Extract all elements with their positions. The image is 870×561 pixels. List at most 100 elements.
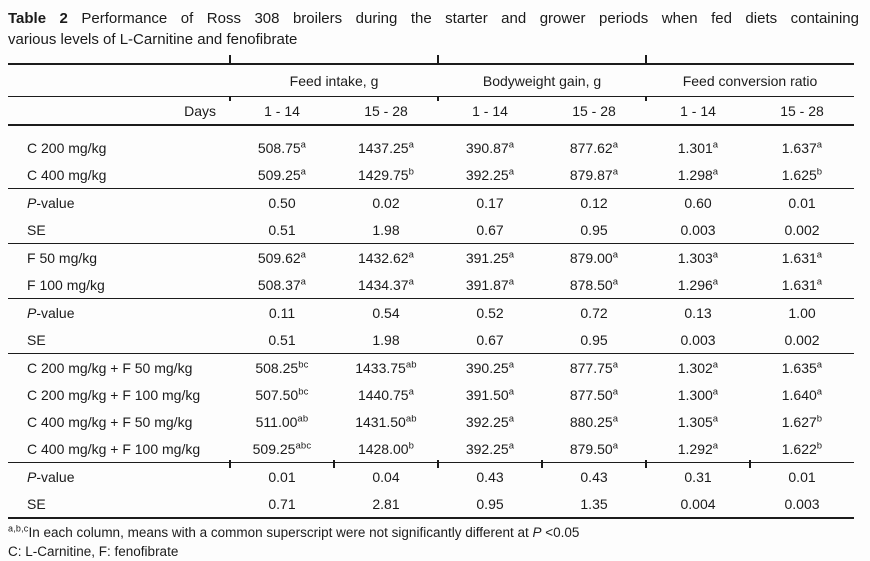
treatment-row: C 200 mg/kg + F 100 mg/kg 507.50bc 1440.75… bbox=[8, 381, 854, 408]
superscript: a bbox=[712, 439, 719, 451]
value-cell: 0.12 bbox=[542, 188, 647, 216]
superscript: a bbox=[508, 138, 515, 150]
caption-line-1: Table 2 Performance of Ross 308 broilers… bbox=[8, 8, 859, 29]
value-cell: 877.75a bbox=[542, 353, 647, 381]
value-cell: 1433.75ab bbox=[334, 353, 439, 381]
value-cell: 0.01 bbox=[750, 188, 855, 216]
value-cell: 877.62a bbox=[569, 138, 619, 156]
value-cell: 1.303a bbox=[646, 243, 751, 271]
superscript: a bbox=[508, 248, 515, 260]
superscript: a bbox=[712, 358, 719, 370]
superscript: ab bbox=[405, 412, 417, 424]
superscript: a bbox=[712, 165, 719, 177]
period-header: 1 - 14 bbox=[645, 95, 751, 126]
value-cell: 1.302a bbox=[646, 353, 751, 381]
period-header: 15 - 28 bbox=[750, 96, 855, 126]
value-cell: 392.25a bbox=[465, 439, 515, 457]
footnote-italic-p: P bbox=[532, 525, 542, 540]
treatment-row: C 200 mg/kg + F 50 mg/kg 508.25bc 1433.75a… bbox=[8, 353, 855, 381]
value-cell: 0.95 bbox=[580, 221, 608, 238]
superscript: a bbox=[816, 385, 823, 397]
period-header: 1 - 14 bbox=[229, 95, 334, 126]
stats-row: P-value 0.11 0.54 0.52 0.72 0.13 1.00 bbox=[8, 298, 855, 326]
empty-stub-header bbox=[8, 64, 230, 97]
period-header: 1 - 14 bbox=[437, 95, 543, 126]
value-cell: 1.296a bbox=[677, 275, 719, 293]
value-cell: 0.43 bbox=[541, 460, 647, 490]
value-cell: 0.003 bbox=[680, 221, 716, 238]
superscript: ab bbox=[405, 358, 417, 370]
col-group-feed-conversion-ratio: Feed conversion ratio bbox=[645, 54, 855, 97]
value-cell: 2.81 bbox=[372, 495, 400, 512]
value-cell: 878.50a bbox=[569, 275, 619, 293]
value-cell: 0.67 bbox=[476, 221, 504, 238]
value-cell: 1432.62a bbox=[334, 243, 439, 271]
value-cell: 1.640a bbox=[781, 385, 823, 403]
value-cell: 0.004 bbox=[680, 495, 716, 512]
superscript: a bbox=[712, 275, 719, 287]
superscript: a bbox=[300, 248, 307, 260]
stats-label: P-value bbox=[8, 298, 230, 326]
superscript: a bbox=[508, 165, 515, 177]
value-cell: 0.60 bbox=[646, 188, 751, 216]
value-cell: 0.002 bbox=[784, 221, 820, 238]
value-cell: 877.50a bbox=[569, 385, 619, 403]
superscript: b bbox=[408, 165, 415, 177]
stats-label-italic: P bbox=[27, 194, 37, 211]
treatment-label: C 400 mg/kg + F 100 mg/kg bbox=[27, 440, 201, 457]
superscript: a bbox=[612, 358, 619, 370]
value-cell: 1.98 bbox=[372, 331, 400, 348]
superscript: a bbox=[712, 385, 719, 397]
value-cell: 390.87a bbox=[465, 138, 515, 156]
treatment-label: C 200 mg/kg + F 100 mg/kg bbox=[27, 386, 201, 403]
caption-text: Performance of Ross 308 broilers during … bbox=[81, 10, 859, 27]
value-cell: 1.292a bbox=[677, 439, 719, 457]
superscript: a bbox=[408, 385, 415, 397]
value-cell: 1.625b bbox=[781, 165, 823, 183]
value-cell: 0.54 bbox=[334, 298, 439, 326]
superscript: a bbox=[612, 165, 619, 177]
value-cell: 1.622b bbox=[781, 439, 823, 457]
superscript: a bbox=[612, 439, 619, 451]
superscript: a bbox=[612, 138, 619, 150]
superscript: b bbox=[816, 412, 823, 424]
value-cell: 508.37a bbox=[257, 275, 307, 293]
superscript: a bbox=[508, 358, 515, 370]
stats-label: SE bbox=[27, 331, 46, 348]
footnote-superscript: a,b,c bbox=[8, 523, 29, 534]
value-cell: 880.25a bbox=[569, 412, 619, 430]
value-cell: 0.71 bbox=[268, 495, 296, 512]
superscript: a bbox=[508, 412, 515, 424]
value-cell: 1.631a bbox=[781, 275, 823, 293]
value-cell: 1434.37a bbox=[357, 275, 415, 293]
caption-line-2: various levels of L-Carnitine and fenofi… bbox=[8, 31, 298, 48]
value-cell: 1.298a bbox=[677, 165, 719, 183]
value-cell: 1.305a bbox=[677, 412, 719, 430]
superscript: a bbox=[300, 138, 307, 150]
superscript: a bbox=[816, 358, 823, 370]
treatment-label: F 50 mg/kg bbox=[8, 243, 230, 271]
treatment-label: C 400 mg/kg + F 50 mg/kg bbox=[27, 413, 193, 430]
stats-label: SE bbox=[27, 495, 46, 512]
value-cell: 1437.25a bbox=[357, 138, 415, 156]
value-cell: 0.95 bbox=[580, 331, 608, 348]
value-cell: 0.003 bbox=[680, 331, 716, 348]
value-cell: 0.17 bbox=[438, 188, 543, 216]
superscript: a bbox=[508, 439, 515, 451]
superscript: a bbox=[612, 412, 619, 424]
superscript: a bbox=[712, 138, 719, 150]
treatment-label: F 100 mg/kg bbox=[27, 276, 105, 293]
period-header: 15 - 28 bbox=[542, 96, 647, 126]
treatment-label: C 400 mg/kg bbox=[27, 166, 107, 183]
value-cell: 1.301a bbox=[677, 138, 719, 156]
superscript: a bbox=[612, 385, 619, 397]
footnote-abbreviations: C: L-Carnitine, F: fenofibrate bbox=[8, 544, 179, 559]
value-cell: 879.00a bbox=[542, 243, 647, 271]
period-header-row: Days 1 - 14 15 - 28 1 - 14 15 - 28 1 - 1… bbox=[8, 95, 855, 126]
treatment-row: C 400 mg/kg + F 100 mg/kg 509.25abc 1428.0… bbox=[8, 435, 854, 463]
superscript: a bbox=[816, 138, 823, 150]
superscript: a bbox=[408, 275, 415, 287]
superscript: a bbox=[816, 275, 823, 287]
value-cell: 509.62a bbox=[230, 243, 334, 271]
table-number: Table 2 bbox=[8, 10, 68, 27]
